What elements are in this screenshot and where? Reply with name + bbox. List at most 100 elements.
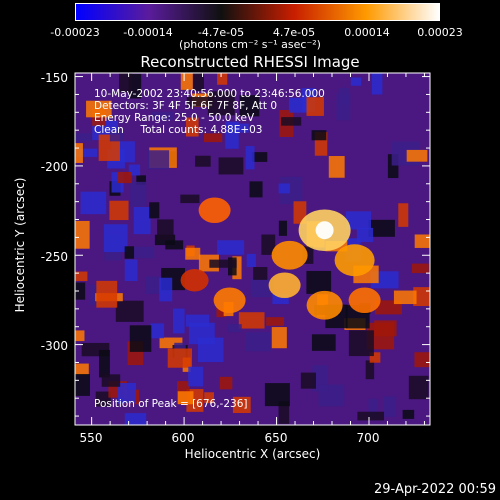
y-tick-label: -150 <box>40 71 68 85</box>
bright-source <box>180 269 209 292</box>
bright-source <box>271 240 308 270</box>
image-blob <box>288 97 309 113</box>
y-tick-label: -250 <box>40 250 68 264</box>
image-blob <box>348 330 374 357</box>
image-blob <box>398 203 409 227</box>
image-blob <box>75 373 90 396</box>
colorbar-tick-label: -0.00014 <box>123 26 173 39</box>
image-blob <box>185 247 201 260</box>
image-blob <box>414 234 430 248</box>
image-blob <box>117 171 132 184</box>
bright-source <box>348 287 381 314</box>
image-blob <box>129 325 152 352</box>
image-blob <box>306 270 332 294</box>
image-blob <box>266 317 285 326</box>
image-blob <box>414 352 430 368</box>
image-blob <box>75 271 88 282</box>
image-blob <box>115 300 144 322</box>
image-blob <box>402 409 415 419</box>
image-blob <box>119 73 133 93</box>
image-blob <box>365 360 375 380</box>
peak-marker <box>315 221 334 240</box>
bright-source <box>213 287 246 314</box>
x-axis-label: Heliocentric X (arcsec) <box>184 447 321 461</box>
y-axis-label: Heliocentric Y (arcsec) <box>13 177 27 313</box>
image-blob <box>75 143 83 163</box>
bright-source <box>198 197 231 224</box>
image-blobs <box>75 73 430 425</box>
image-blob <box>159 277 173 302</box>
image-blob <box>98 349 110 378</box>
time-range-label: 10-May-2002 23:40:56.000 to 23:46:56.000 <box>94 88 325 100</box>
image-blob <box>306 97 324 116</box>
image-blob <box>95 391 111 407</box>
image-blob <box>185 314 210 327</box>
image-blob <box>406 149 428 162</box>
x-tick-label: 650 <box>264 431 288 445</box>
image-blob <box>371 73 383 95</box>
image-blob <box>369 352 381 363</box>
y-tick-label: -300 <box>40 339 68 353</box>
bright-source <box>306 290 343 320</box>
image-blob <box>293 201 307 224</box>
image-blob <box>172 308 185 334</box>
image-blob <box>302 246 314 264</box>
colorbar-tick-label: 0.00023 <box>417 26 463 39</box>
image-blob <box>413 287 430 307</box>
image-blob <box>151 111 174 121</box>
image-blob <box>244 332 272 352</box>
y-tick-label: -200 <box>40 160 68 174</box>
image-blob <box>75 330 85 342</box>
image-blob <box>154 234 176 246</box>
image-blob <box>251 152 268 162</box>
bright-source <box>334 244 375 277</box>
image-blob <box>229 123 249 133</box>
image-blob <box>311 130 327 141</box>
image-blob <box>75 133 92 142</box>
image-blob <box>281 117 302 126</box>
image-blob <box>185 117 199 137</box>
energy-label: Energy Range: 25.0 - 50.0 keV <box>94 112 255 124</box>
image-blob <box>96 280 118 308</box>
x-tick-label: 700 <box>356 431 380 445</box>
image-blob <box>180 194 200 204</box>
image-blob <box>75 148 98 157</box>
image-blob <box>103 224 128 253</box>
image-blob <box>128 164 141 176</box>
image-blob <box>124 259 138 281</box>
image-blob <box>261 234 276 255</box>
image-blob <box>186 96 214 107</box>
image-blob <box>368 398 379 419</box>
image-blob <box>357 411 385 421</box>
image-blob <box>216 308 227 318</box>
colorbar-tick-label: -4.7e-05 <box>197 26 245 39</box>
image-blob <box>130 181 147 207</box>
image-blob <box>278 183 290 194</box>
image-blob <box>300 372 316 389</box>
image-blob <box>124 413 147 425</box>
clean-label: Clean Total counts: 4.88E+03 <box>94 124 263 136</box>
image-blob <box>209 259 237 268</box>
image-blob <box>345 211 372 230</box>
image-blob <box>311 334 336 351</box>
image-blob <box>109 200 129 221</box>
image-blob <box>272 293 289 305</box>
image-blob <box>197 337 224 363</box>
image-blob <box>383 396 397 417</box>
image-blob <box>278 220 288 236</box>
image-blob <box>127 246 155 259</box>
bright-source <box>268 272 301 299</box>
image-blob <box>271 327 287 349</box>
image-blob <box>109 130 124 142</box>
image-blob <box>150 323 165 339</box>
image-blob <box>411 263 429 274</box>
image-blob <box>387 154 399 179</box>
image-blob <box>75 363 89 375</box>
image-blob <box>133 207 151 235</box>
image-blob <box>159 337 183 349</box>
image-blob <box>193 73 204 91</box>
image-blob <box>374 320 397 337</box>
image-blob <box>147 150 170 170</box>
image-blob <box>75 282 86 300</box>
